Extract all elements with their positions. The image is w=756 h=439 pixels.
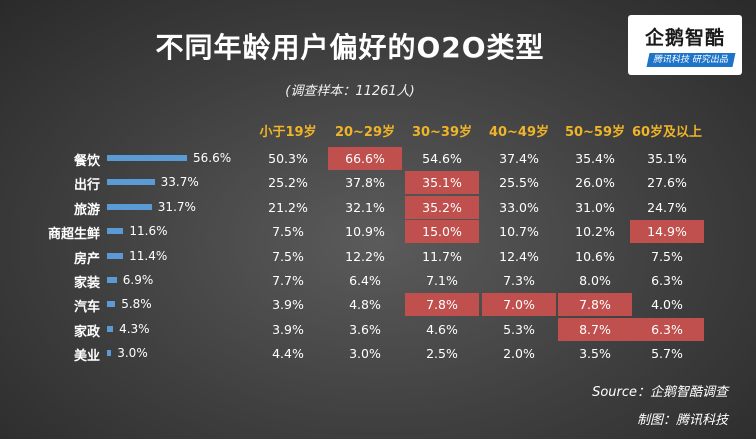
table-cell: 5.3% bbox=[503, 321, 535, 337]
overall-value-label: 6.9% bbox=[122, 273, 154, 287]
source-note: Source：企鹅智酷调查 bbox=[592, 385, 728, 400]
table-cell: 10.7% bbox=[499, 224, 539, 240]
table-cell: 4.6% bbox=[426, 321, 458, 337]
row-label: 美业 bbox=[73, 349, 100, 365]
table-cell: 27.6% bbox=[647, 175, 687, 191]
table-cell: 4.0% bbox=[651, 297, 683, 313]
row-label: 餐饮 bbox=[73, 154, 100, 169]
table-cell: 2.5% bbox=[426, 346, 458, 362]
overall-bar bbox=[107, 179, 155, 186]
highlighted-cell: 35.1% bbox=[405, 171, 479, 195]
table-cell: 25.5% bbox=[499, 175, 539, 191]
chart-subtitle: (调查样本：11261人) bbox=[285, 84, 415, 99]
table-cell: 2.0% bbox=[503, 346, 535, 362]
table-cell: 35.4% bbox=[575, 151, 615, 166]
table-cell: 32.1% bbox=[345, 199, 385, 215]
overall-value-label: 11.6% bbox=[129, 224, 168, 239]
table-cell: 10.9% bbox=[345, 224, 385, 240]
column-header: 小于19岁 bbox=[259, 125, 317, 140]
table-cell: 33.0% bbox=[499, 199, 539, 215]
table-cell: 21.2% bbox=[268, 199, 308, 215]
table-cell: 7.5% bbox=[272, 248, 304, 264]
table-cell: 50.3% bbox=[268, 151, 308, 166]
row-label: 家装 bbox=[73, 276, 100, 291]
row-label: 出行 bbox=[73, 178, 100, 194]
column-header: 30~39岁 bbox=[411, 125, 473, 140]
overall-value-label: 31.7% bbox=[157, 199, 196, 214]
overall-bar bbox=[107, 155, 187, 161]
table-cell: 7.5% bbox=[272, 224, 304, 240]
table-cell: 54.6% bbox=[422, 151, 462, 166]
table-cell: 24.7% bbox=[647, 199, 687, 215]
row-label: 房产 bbox=[73, 251, 100, 267]
overall-value-label: 56.6% bbox=[193, 151, 232, 165]
table-cell: 12.4% bbox=[499, 248, 539, 264]
row-label: 汽车 bbox=[73, 300, 100, 316]
column-header: 50~59岁 bbox=[564, 125, 626, 140]
table-cell: 3.0% bbox=[349, 346, 381, 362]
overall-bar bbox=[107, 325, 114, 332]
logo-sub-text: 腾讯科技 研究出品 bbox=[646, 53, 736, 67]
table-cell: 11.7% bbox=[422, 248, 462, 264]
overall-bar bbox=[107, 228, 124, 235]
row-label: 家政 bbox=[73, 324, 100, 340]
row-label: 旅游 bbox=[73, 202, 100, 218]
overall-bar bbox=[107, 277, 117, 283]
highlighted-cell: 7.0% bbox=[482, 293, 556, 317]
column-header: 60岁及以上 bbox=[631, 125, 703, 140]
table-cell: 6.3% bbox=[651, 273, 683, 288]
table-cell: 12.2% bbox=[345, 248, 385, 264]
overall-bar bbox=[107, 350, 112, 357]
table-cell: 10.2% bbox=[575, 224, 615, 240]
table-cell: 3.9% bbox=[272, 321, 304, 337]
table-cell: 31.0% bbox=[575, 199, 615, 215]
table-cell: 35.1% bbox=[647, 151, 687, 166]
table-cell: 8.0% bbox=[579, 273, 611, 288]
table-cell: 7.7% bbox=[272, 273, 304, 288]
overall-value-label: 5.8% bbox=[121, 297, 152, 312]
logo-main-text: 企鹅智酷 bbox=[644, 27, 725, 49]
overall-value-label: 33.7% bbox=[160, 175, 199, 190]
table-cell: 5.7% bbox=[651, 346, 683, 362]
overall-bar bbox=[107, 252, 124, 259]
table-cell: 37.8% bbox=[345, 175, 385, 191]
brand-logo: 企鹅智酷 腾讯科技 研究出品 bbox=[628, 15, 742, 75]
column-header: 20~29岁 bbox=[334, 125, 396, 140]
highlighted-cell: 8.7% bbox=[558, 317, 632, 341]
highlighted-cell: 6.3% bbox=[630, 317, 704, 341]
overall-value-label: 3.0% bbox=[117, 346, 148, 361]
highlighted-cell: 7.8% bbox=[558, 293, 632, 317]
table-cell: 4.4% bbox=[272, 346, 304, 362]
highlighted-cell: 15.0% bbox=[405, 220, 479, 244]
table-cell: 7.1% bbox=[426, 273, 458, 288]
chart-title: 不同年龄用户偏好的O2O类型 bbox=[155, 31, 545, 64]
highlighted-cell: 66.6% bbox=[328, 147, 402, 170]
table-cell: 37.4% bbox=[499, 151, 539, 166]
table-cell: 10.6% bbox=[575, 248, 615, 264]
table-cell: 7.5% bbox=[651, 248, 683, 264]
overall-bar bbox=[107, 203, 152, 210]
highlighted-cell: 14.9% bbox=[630, 220, 704, 244]
row-label: 商超生鲜 bbox=[47, 227, 100, 243]
overall-value-label: 11.4% bbox=[129, 248, 168, 263]
table-cell: 3.9% bbox=[272, 297, 304, 313]
highlighted-cell: 35.2% bbox=[405, 195, 479, 219]
table-cell: 26.0% bbox=[575, 175, 615, 191]
overall-bar bbox=[107, 301, 116, 308]
table-cell: 7.3% bbox=[503, 273, 535, 288]
credit-note: 制图：腾讯科技 bbox=[636, 413, 728, 428]
highlighted-cell: 7.8% bbox=[405, 293, 479, 317]
column-header: 40~49岁 bbox=[488, 125, 550, 140]
overall-value-label: 4.3% bbox=[119, 321, 150, 336]
table-cell: 25.2% bbox=[268, 175, 308, 191]
table-cell: 6.4% bbox=[349, 273, 381, 288]
table-cell: 4.8% bbox=[349, 297, 381, 313]
table-cell: 3.6% bbox=[349, 321, 381, 337]
table-cell: 3.5% bbox=[579, 346, 611, 362]
